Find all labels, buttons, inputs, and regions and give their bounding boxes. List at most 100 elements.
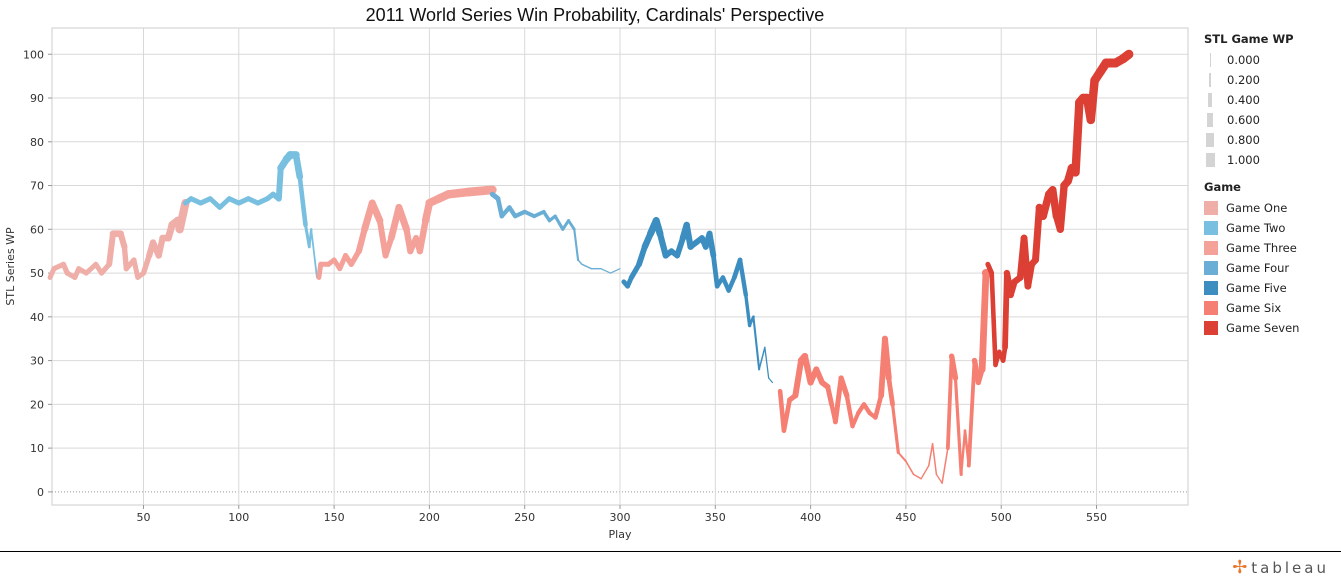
series-segment-game-six bbox=[978, 269, 990, 373]
series-segment-game-four bbox=[577, 259, 583, 266]
series-segment-game-six bbox=[928, 442, 934, 467]
color-legend-label: Game Two bbox=[1226, 221, 1286, 235]
series-segment-game-six bbox=[948, 353, 959, 381]
x-tick-label: 100 bbox=[228, 511, 249, 524]
color-legend-item[interactable]: Game Three bbox=[1204, 238, 1299, 258]
color-legend-item[interactable]: Game Six bbox=[1204, 298, 1299, 318]
series-segment-game-six bbox=[838, 375, 850, 399]
size-legend-label: 0.400 bbox=[1227, 93, 1260, 107]
color-legend-label: Game Five bbox=[1226, 281, 1287, 295]
size-legend-label: 0.000 bbox=[1227, 53, 1260, 67]
size-swatch bbox=[1204, 133, 1216, 147]
x-tick-label: 150 bbox=[324, 511, 345, 524]
series-segment-game-seven bbox=[1032, 203, 1043, 264]
x-tick-label: 200 bbox=[419, 511, 440, 524]
y-axis-label: STL Series WP bbox=[4, 227, 17, 306]
series-segment-game-seven bbox=[1086, 76, 1099, 125]
series-segment-game-five bbox=[768, 377, 774, 384]
color-legend-label: Game Three bbox=[1226, 241, 1297, 255]
series-segment-game-seven bbox=[989, 270, 998, 368]
size-legend-item: 0.000 bbox=[1204, 50, 1299, 70]
footer-divider bbox=[0, 551, 1341, 552]
chart-plot: 0 10 20 30 40 50 60 70 80 90 100 50 100 150 200 250 300 3… bbox=[4, 27, 1189, 541]
series-segment-game-one bbox=[175, 198, 190, 234]
series-segment-game-six bbox=[941, 447, 949, 484]
color-legend-item[interactable]: Game Seven bbox=[1204, 318, 1299, 338]
series-segment-game-two bbox=[297, 174, 308, 228]
series-segment-game-seven bbox=[1071, 98, 1084, 177]
y-tick-label: 20 bbox=[30, 398, 44, 411]
x-tick-label: 300 bbox=[610, 511, 631, 524]
x-axis-label: Play bbox=[609, 528, 632, 541]
color-legend-item[interactable]: Game Five bbox=[1204, 278, 1299, 298]
series-segment-game-four bbox=[561, 219, 571, 231]
size-legend-item: 1.000 bbox=[1204, 150, 1299, 170]
series-segment-game-three bbox=[416, 217, 429, 255]
series-segment-game-five bbox=[683, 221, 694, 250]
series-segment-game-three bbox=[368, 199, 384, 225]
y-tick-label: 10 bbox=[30, 442, 44, 455]
series-segment-game-four bbox=[573, 228, 580, 261]
x-tick-label: 250 bbox=[514, 511, 535, 524]
series-segment-game-five bbox=[706, 230, 717, 259]
color-swatch bbox=[1204, 261, 1218, 275]
series-segment-game-one bbox=[106, 230, 116, 268]
y-tick-label: 40 bbox=[30, 311, 44, 324]
series-segment-game-two bbox=[310, 228, 318, 279]
logo-text: tableau bbox=[1251, 558, 1329, 577]
series-segment-game-four bbox=[495, 196, 505, 219]
size-legend-item: 0.800 bbox=[1204, 130, 1299, 150]
series-segment-game-five bbox=[744, 293, 752, 328]
y-tick-label: 0 bbox=[37, 486, 44, 499]
series-segment-game-seven bbox=[1118, 49, 1134, 64]
color-legend-label: Game Seven bbox=[1226, 321, 1300, 335]
series-segment-game-three bbox=[355, 226, 368, 255]
color-legend-item[interactable]: Game Two bbox=[1204, 218, 1299, 238]
color-swatch bbox=[1204, 281, 1218, 295]
color-legend-label: Game Four bbox=[1226, 261, 1290, 275]
y-tick-label: 30 bbox=[30, 355, 44, 368]
series-segment-game-five bbox=[764, 346, 770, 379]
series-segment-game-six bbox=[920, 464, 930, 480]
color-swatch bbox=[1204, 201, 1218, 215]
size-legend-label: 0.800 bbox=[1227, 133, 1260, 147]
series-segment-game-six bbox=[945, 354, 954, 451]
series-segment-game-four bbox=[553, 214, 565, 231]
series-segment-game-four bbox=[567, 219, 576, 231]
series-segment-game-six bbox=[890, 402, 900, 455]
series-segment-game-five bbox=[737, 257, 748, 298]
series-segment-game-six bbox=[873, 393, 884, 420]
series-segment-game-six bbox=[897, 451, 907, 463]
series-segment-game-four bbox=[600, 268, 612, 274]
series-segment-game-four bbox=[581, 263, 593, 270]
series-segment-game-five bbox=[758, 346, 766, 371]
size-swatch bbox=[1204, 73, 1216, 87]
size-swatch bbox=[1204, 113, 1216, 127]
x-tick-label: 500 bbox=[991, 511, 1012, 524]
series-segment-game-three bbox=[463, 185, 497, 197]
series-segment-game-six bbox=[931, 442, 938, 476]
series-segment-game-one bbox=[131, 257, 141, 280]
legend: STL Game WP 0.000 0.200 0.400 0.600 0.800 1.0… bbox=[1204, 32, 1299, 338]
series-segment-game-four bbox=[609, 268, 621, 274]
size-legend-label: 0.200 bbox=[1227, 73, 1260, 87]
series-segment-game-six bbox=[886, 375, 895, 407]
size-legend-label: 0.600 bbox=[1227, 113, 1260, 127]
x-tick-label: 550 bbox=[1086, 511, 1107, 524]
x-tick-label: 450 bbox=[895, 511, 916, 524]
tableau-logo[interactable]: ✢ tableau bbox=[1232, 557, 1329, 578]
size-swatch bbox=[1204, 153, 1216, 167]
size-legend-title: STL Game WP bbox=[1204, 32, 1294, 46]
y-tick-label: 50 bbox=[30, 267, 44, 280]
y-tick-label: 60 bbox=[30, 223, 44, 236]
series-segment-game-two bbox=[292, 151, 304, 181]
series-segment-game-six bbox=[781, 397, 792, 433]
series-segment-game-six bbox=[844, 393, 855, 429]
series-segment-game-three bbox=[395, 203, 411, 233]
x-tick-label: 350 bbox=[705, 511, 726, 524]
color-legend-item[interactable]: Game Four bbox=[1204, 258, 1299, 278]
series-segment-game-six bbox=[959, 429, 967, 476]
series-segment-game-five bbox=[656, 230, 669, 259]
color-legend-item[interactable]: Game One bbox=[1204, 198, 1299, 218]
series-segment-game-six bbox=[825, 384, 835, 407]
